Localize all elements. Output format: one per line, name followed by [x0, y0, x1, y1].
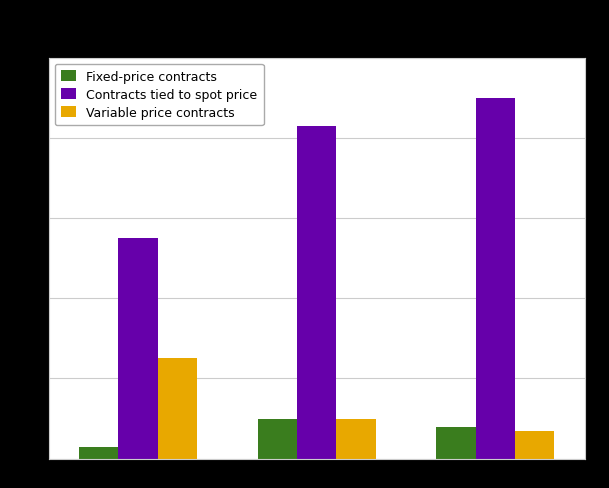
- Bar: [437, 427, 476, 459]
- Bar: [258, 419, 297, 459]
- Bar: [118, 239, 158, 459]
- Bar: [515, 431, 554, 459]
- Bar: [476, 99, 515, 459]
- Bar: [336, 419, 376, 459]
- Bar: [79, 447, 118, 459]
- Bar: [158, 359, 197, 459]
- Legend: Fixed-price contracts, Contracts tied to spot price, Variable price contracts: Fixed-price contracts, Contracts tied to…: [55, 65, 264, 126]
- Bar: [297, 126, 336, 459]
